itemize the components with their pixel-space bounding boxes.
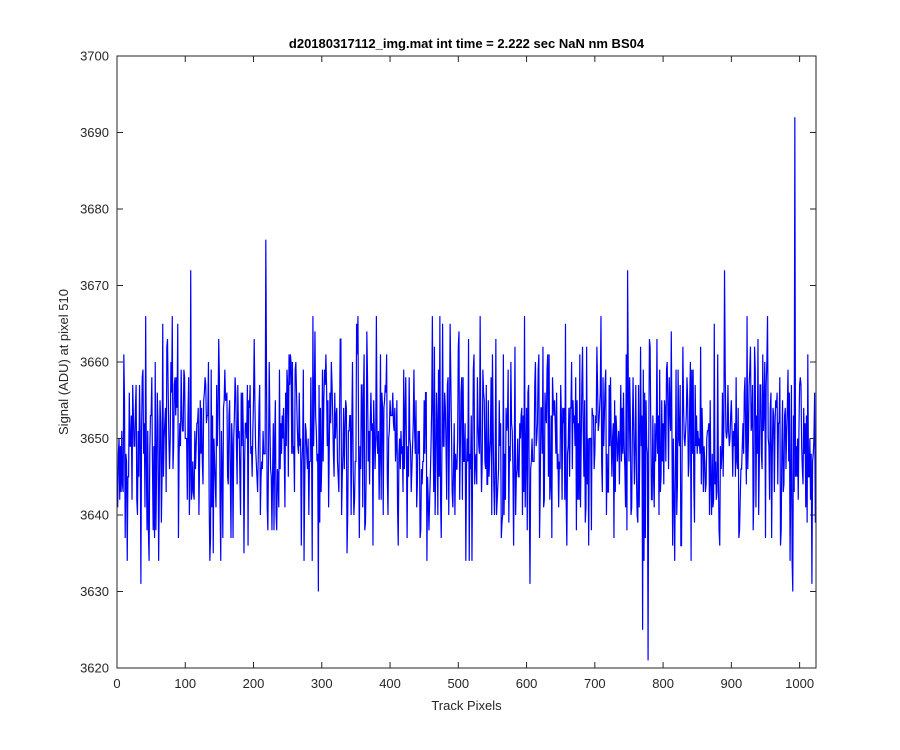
x-tick-label: 0 bbox=[113, 676, 120, 691]
x-axis-label: Track Pixels bbox=[431, 698, 502, 713]
y-tick-label: 3640 bbox=[80, 508, 109, 523]
y-axis-label: Signal (ADU) at pixel 510 bbox=[56, 289, 71, 435]
x-tick-label: 600 bbox=[516, 676, 538, 691]
x-tick-label: 500 bbox=[447, 676, 469, 691]
x-tick-label: 300 bbox=[311, 676, 333, 691]
y-tick-label: 3680 bbox=[80, 202, 109, 217]
x-tick-label: 1000 bbox=[785, 676, 814, 691]
ticks-layer: 0 100 200 300 400 500 600 700 800 900 1000 3620 3630… bbox=[80, 49, 816, 691]
y-tick-label: 3650 bbox=[80, 431, 109, 446]
series-layer bbox=[117, 117, 817, 661]
x-tick-label: 400 bbox=[379, 676, 401, 691]
y-tick-label: 3690 bbox=[80, 125, 109, 140]
y-tick-label: 3700 bbox=[80, 49, 109, 64]
x-tick-label: 200 bbox=[243, 676, 265, 691]
signal-line bbox=[117, 117, 817, 661]
chart-title: d20180317112_img.mat int time = 2.222 se… bbox=[289, 36, 645, 51]
y-tick-label: 3660 bbox=[80, 355, 109, 370]
x-tick-label: 100 bbox=[174, 676, 196, 691]
y-tick-label: 3620 bbox=[80, 661, 109, 676]
plot-area bbox=[117, 56, 816, 668]
y-tick-label: 3630 bbox=[80, 584, 109, 599]
x-tick-label: 800 bbox=[652, 676, 674, 691]
y-tick-label: 3670 bbox=[80, 278, 109, 293]
x-tick-label: 700 bbox=[584, 676, 606, 691]
x-tick-label: 900 bbox=[721, 676, 743, 691]
